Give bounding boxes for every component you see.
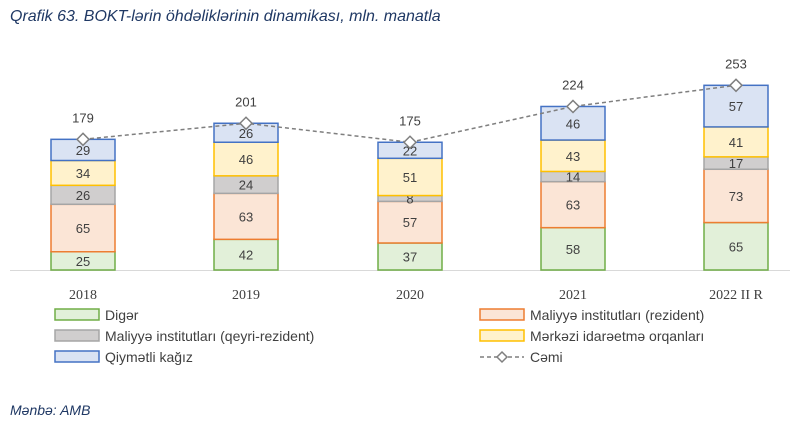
bar-segment-dig-r-2020 — [377, 242, 443, 271]
total-label: 224 — [562, 77, 584, 92]
bar-segment-m-rk-zi-idar-etm-orqanlar-2021 — [540, 139, 606, 173]
bar-segment-m-rk-zi-idar-etm-orqanlar-2020 — [377, 157, 443, 197]
data-label: 8 — [406, 191, 413, 206]
x-tick-label: 2022 II R — [709, 288, 763, 303]
data-label: 58 — [566, 242, 580, 257]
x-tick-label: 2019 — [232, 288, 260, 303]
bar-segment-maliyy-institutlar-rezident-2022-ii-r — [703, 168, 769, 224]
bar-segment-dig-r-2022-ii-r — [703, 221, 769, 271]
total-marker — [565, 99, 581, 114]
chart-title: Qrafik 63. BOKT-lərin öhdəliklərinin din… — [10, 8, 441, 25]
x-tick-label: 2021 — [559, 288, 587, 303]
legend-swatch-maliyy-institutlar-rezident — [479, 308, 525, 321]
data-label: 63 — [566, 198, 580, 213]
data-label: 63 — [239, 209, 253, 224]
data-label: 25 — [76, 254, 90, 269]
data-label: 57 — [729, 99, 743, 114]
total-label: 175 — [399, 113, 421, 128]
legend-label: Cəmi — [530, 349, 563, 365]
total-marker — [402, 135, 418, 150]
bar-segment-maliyy-institutlar-rezident-2020 — [377, 200, 443, 244]
legend-label: Maliyyə institutları (qeyri-rezident) — [105, 328, 314, 344]
legend-label: Maliyyə institutları (rezident) — [530, 307, 704, 323]
bar-segment-dig-r-2019 — [213, 238, 279, 271]
x-tick-label: 2018 — [69, 288, 97, 303]
bar-segment-m-rk-zi-idar-etm-orqanlar-2019 — [213, 141, 279, 177]
data-label: 14 — [566, 170, 580, 185]
data-label: 57 — [403, 215, 417, 230]
data-label: 22 — [403, 143, 417, 158]
data-label: 29 — [76, 143, 90, 158]
bar-segment-maliyy-institutlar-rezident-2021 — [540, 180, 606, 229]
legend-marker-cemi — [495, 350, 509, 364]
bar-segment-m-rk-zi-idar-etm-orqanlar-2018 — [50, 159, 116, 187]
total-label: 253 — [725, 56, 747, 71]
data-label: 43 — [566, 149, 580, 164]
legend-label: Qiymətli kağız — [105, 349, 193, 365]
bar-segment-dig-r-2021 — [540, 226, 606, 271]
data-label: 37 — [403, 249, 417, 264]
legend-swatch-m-rk-zi-idar-etm-orqanlar — [479, 329, 525, 342]
x-tick-label: 2020 — [396, 288, 424, 303]
data-label: 51 — [403, 170, 417, 185]
total-marker — [75, 132, 91, 147]
data-label: 42 — [239, 248, 253, 263]
total-label: 179 — [72, 110, 94, 125]
data-label: 73 — [729, 189, 743, 204]
data-label: 17 — [729, 156, 743, 171]
legend-label: Digər — [105, 307, 139, 323]
data-label: 65 — [76, 221, 90, 236]
total-marker — [728, 78, 744, 93]
data-label: 26 — [76, 188, 90, 203]
bar-segment-maliyy-institutlar-rezident-2018 — [50, 203, 116, 253]
legend-swatch-maliyy-institutlar-qeyri-rezident — [54, 329, 100, 342]
data-label: 46 — [239, 152, 253, 167]
legend-swatch-qiym-tli-kag-z — [54, 350, 100, 363]
data-label: 24 — [239, 178, 253, 193]
data-label: 46 — [566, 116, 580, 131]
source-note: Mənbə: AMB — [10, 402, 91, 418]
data-label: 41 — [729, 135, 743, 150]
legend-label: Mərkəzi idarəetmə orqanları — [530, 328, 704, 344]
data-label: 34 — [76, 166, 90, 181]
total-marker — [238, 116, 254, 131]
total-label: 201 — [235, 94, 257, 109]
bar-segment-m-rk-zi-idar-etm-orqanlar-2022-ii-r — [703, 126, 769, 158]
data-label: 26 — [239, 126, 253, 141]
legend-swatch-dig-r — [54, 308, 100, 321]
data-label: 65 — [729, 239, 743, 254]
